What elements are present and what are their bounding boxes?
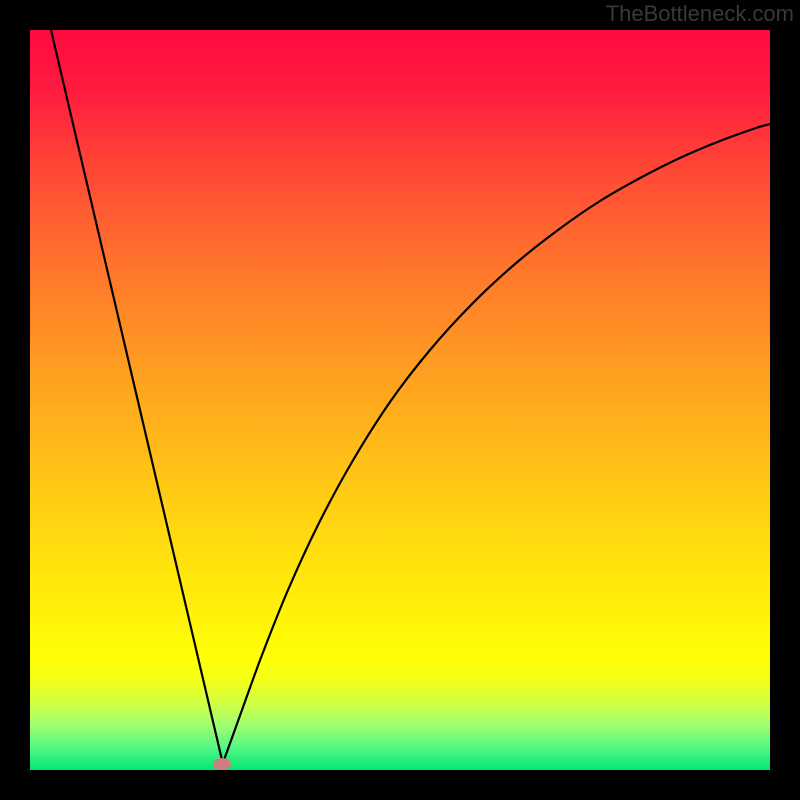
bottleneck-chart — [0, 0, 800, 800]
chart-frame: TheBottleneck.com — [0, 0, 800, 800]
gradient-background — [30, 30, 770, 770]
plot-area — [30, 30, 770, 770]
minimum-marker — [213, 758, 231, 770]
